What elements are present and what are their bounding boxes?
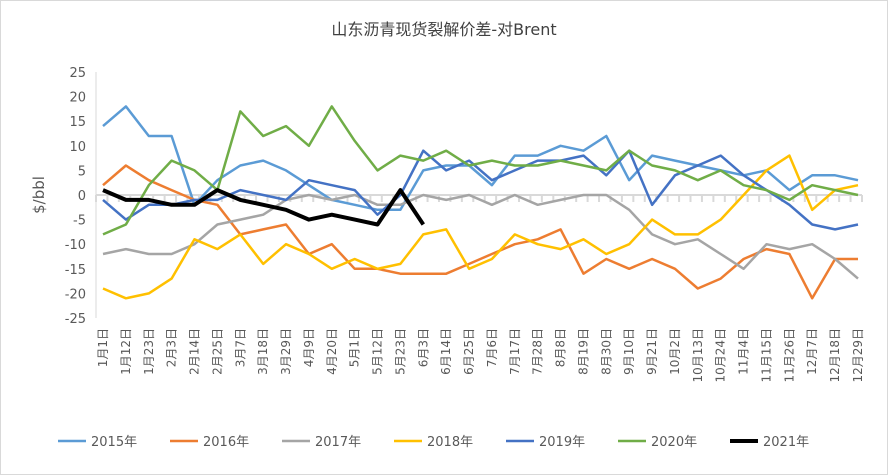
x-tick-label: 1月12日 (119, 328, 133, 375)
chart-title: 山东沥青现货裂解价差-对Brent (331, 20, 556, 39)
x-tick-label: 9月21日 (645, 328, 659, 375)
x-tick-label: 1月23日 (142, 328, 156, 375)
series-line-2015年 (102, 105, 859, 212)
y-tick-label: 15 (69, 115, 86, 130)
x-tick-label: 3月18日 (256, 328, 270, 375)
legend-item: 2018年 (394, 435, 473, 450)
x-tick-label: 7月6日 (485, 328, 499, 367)
x-tick-label: 5月12日 (371, 328, 385, 375)
x-tick-label: 12月29日 (851, 328, 865, 383)
legend-label: 2015年 (91, 435, 137, 450)
x-tick-label: 7月17日 (508, 328, 522, 375)
x-tick-label: 3月29日 (279, 328, 293, 375)
x-tick-label: 12月7日 (805, 328, 819, 375)
x-tick-label: 6月14日 (439, 328, 453, 375)
legend-label: 2018年 (427, 435, 473, 450)
series-line-2020年 (102, 105, 859, 236)
legend-label: 2021年 (763, 435, 809, 450)
x-tick-label: 2月3日 (165, 328, 179, 367)
legend-label: 2020年 (651, 435, 697, 450)
y-tick-label: 25 (69, 66, 86, 81)
series-line-2018年 (102, 154, 859, 300)
x-tick-label: 9月10日 (622, 328, 636, 375)
legend-label: 2017年 (315, 435, 361, 450)
y-tick-label: -15 (65, 263, 86, 278)
legend-item: 2021年 (730, 435, 809, 450)
y-tick-label: -20 (65, 287, 86, 302)
x-tick-label: 11月4日 (737, 328, 751, 375)
x-tick-label: 4月9日 (302, 328, 316, 367)
x-tick-label: 7月28日 (531, 328, 545, 375)
y-tick-label: 20 (69, 91, 86, 106)
y-tick-label: 10 (69, 140, 86, 155)
legend-item: 2017年 (282, 435, 361, 450)
series-line-2017年 (102, 193, 859, 280)
x-tick-label: 8月19日 (576, 328, 590, 375)
x-tick-label: 10月2日 (668, 328, 682, 375)
x-tick-label: 12月18日 (828, 328, 842, 383)
x-tick-label: 5月1日 (348, 328, 362, 367)
legend-item: 2016年 (170, 435, 249, 450)
series-line-2016年 (102, 164, 858, 300)
x-tick-label: 3月7日 (233, 328, 247, 367)
legend-label: 2019年 (539, 435, 585, 450)
y-tick-label: -10 (65, 238, 86, 253)
y-tick-label: 0 (78, 189, 86, 204)
legend-item: 2019年 (506, 435, 585, 450)
x-tick-label: 2月14日 (188, 328, 202, 375)
legend-label: 2016年 (203, 435, 249, 450)
legend-item: 2020年 (618, 435, 697, 450)
x-tick-label: 5月23日 (393, 328, 407, 375)
x-tick-label: 1月1日 (96, 328, 110, 367)
x-tick-label: 8月30日 (599, 328, 613, 375)
y-tick-label: -25 (65, 312, 86, 327)
x-tick-label: 6月3日 (416, 328, 430, 367)
x-tick-label: 11月26日 (782, 328, 796, 383)
y-tick-label: -5 (73, 214, 86, 229)
x-tick-label: 4月20日 (325, 328, 339, 375)
legend-item: 2015年 (58, 435, 137, 450)
x-tick-label: 10月13日 (691, 328, 705, 383)
x-tick-label: 8月8日 (554, 328, 568, 367)
x-tick-label: 11月15日 (759, 328, 773, 383)
x-tick-label: 10月24日 (714, 328, 728, 383)
y-axis-label: $/bbl (30, 176, 48, 214)
x-tick-label: 2月25日 (210, 328, 224, 375)
x-tick-label: 6月25日 (462, 328, 476, 375)
y-tick-label: 5 (78, 164, 86, 179)
series-line-2021年 (102, 188, 425, 227)
